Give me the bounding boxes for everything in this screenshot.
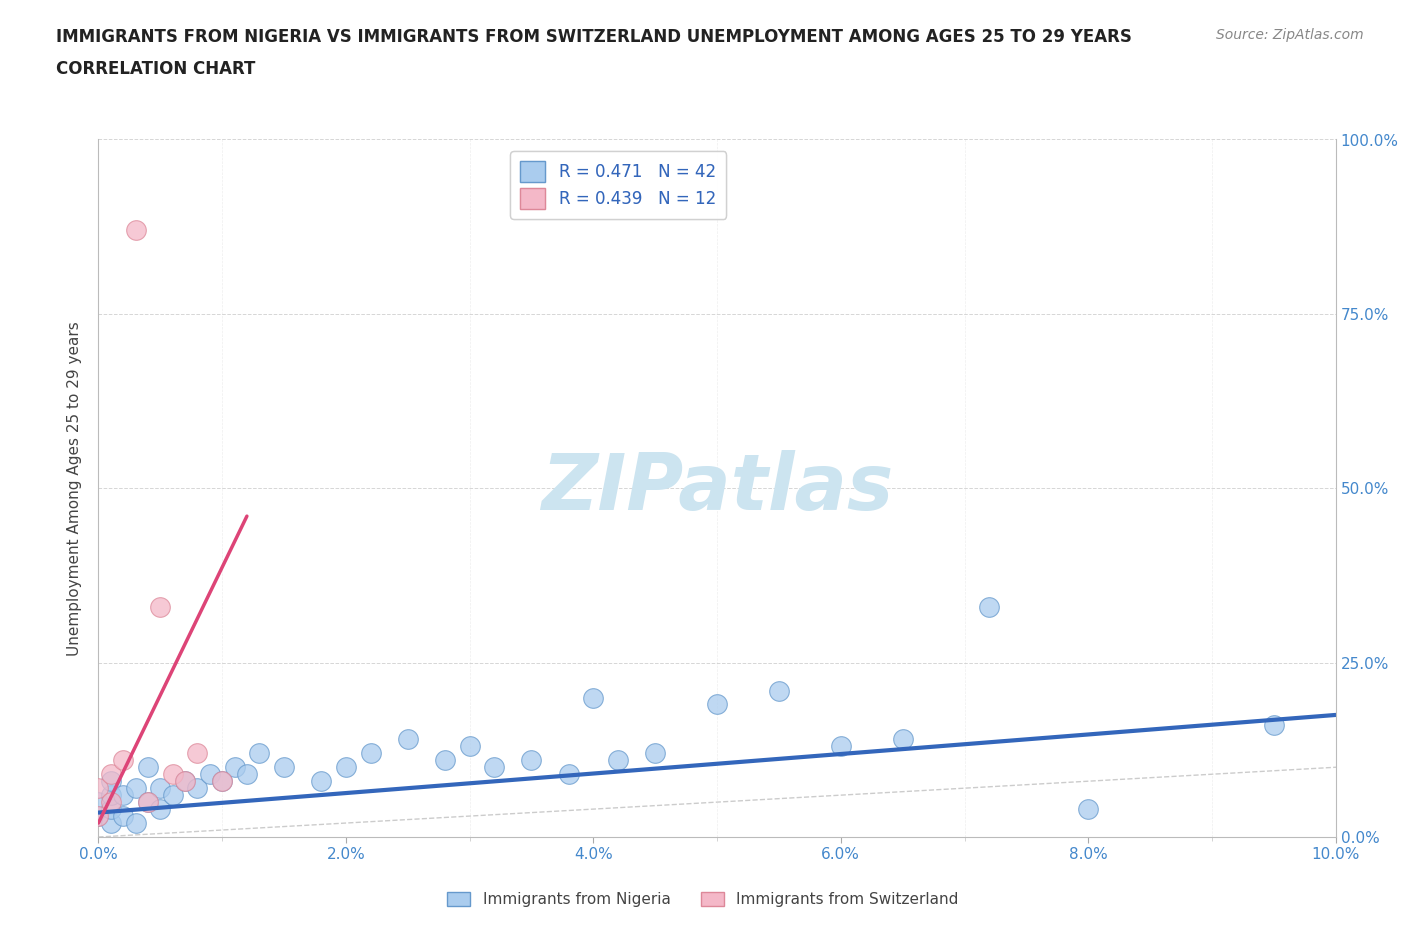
Point [582,690,605,705]
Point [100,794,122,809]
Text: IMMIGRANTS FROM NIGERIA VS IMMIGRANTS FROM SWITZERLAND UNEMPLOYMENT AMONG AGES 2: IMMIGRANTS FROM NIGERIA VS IMMIGRANTS FR… [56,28,1132,46]
Point [557,766,579,781]
Y-axis label: Unemployment Among Ages 25 to 29 years: Unemployment Among Ages 25 to 29 years [67,321,83,656]
Point [124,816,146,830]
Point [124,223,146,238]
Point [112,753,135,768]
Point [360,746,382,761]
Point [124,781,146,796]
Point [100,766,122,781]
Point [891,732,914,747]
Point [433,753,456,768]
Point [87,809,110,824]
Point [484,760,506,775]
Point [136,794,159,809]
Point [458,738,481,753]
Point [136,794,159,809]
Point [273,760,295,775]
Point [149,781,172,796]
Point [198,766,221,781]
Point [174,774,197,789]
Point [1077,802,1099,817]
Point [186,781,208,796]
Point [149,600,172,615]
Point [87,809,110,824]
Point [979,600,1001,615]
Point [149,802,172,817]
Text: Source: ZipAtlas.com: Source: ZipAtlas.com [1216,28,1364,42]
Point [644,746,666,761]
Point [87,781,110,796]
Point [100,788,122,803]
Point [162,766,184,781]
Point [396,732,419,747]
Point [768,683,790,698]
Point [112,788,135,803]
Point [335,760,357,775]
Point [211,774,233,789]
Text: CORRELATION CHART: CORRELATION CHART [56,60,256,78]
Point [174,774,197,789]
Point [87,794,110,809]
Point [830,738,852,753]
Point [607,753,630,768]
Text: ZIPatlas: ZIPatlas [541,450,893,526]
Point [224,760,246,775]
Point [706,698,728,712]
Point [100,802,122,817]
Point [136,760,159,775]
Point [211,774,233,789]
Point [236,766,259,781]
Point [247,746,270,761]
Point [100,816,122,830]
Legend: R = 0.471   N = 42, R = 0.439   N = 12: R = 0.471 N = 42, R = 0.439 N = 12 [510,152,725,219]
Point [186,746,208,761]
Legend: Immigrants from Nigeria, Immigrants from Switzerland: Immigrants from Nigeria, Immigrants from… [441,885,965,913]
Point [162,788,184,803]
Point [1263,718,1285,733]
Point [520,753,543,768]
Point [309,774,332,789]
Point [112,809,135,824]
Point [100,774,122,789]
